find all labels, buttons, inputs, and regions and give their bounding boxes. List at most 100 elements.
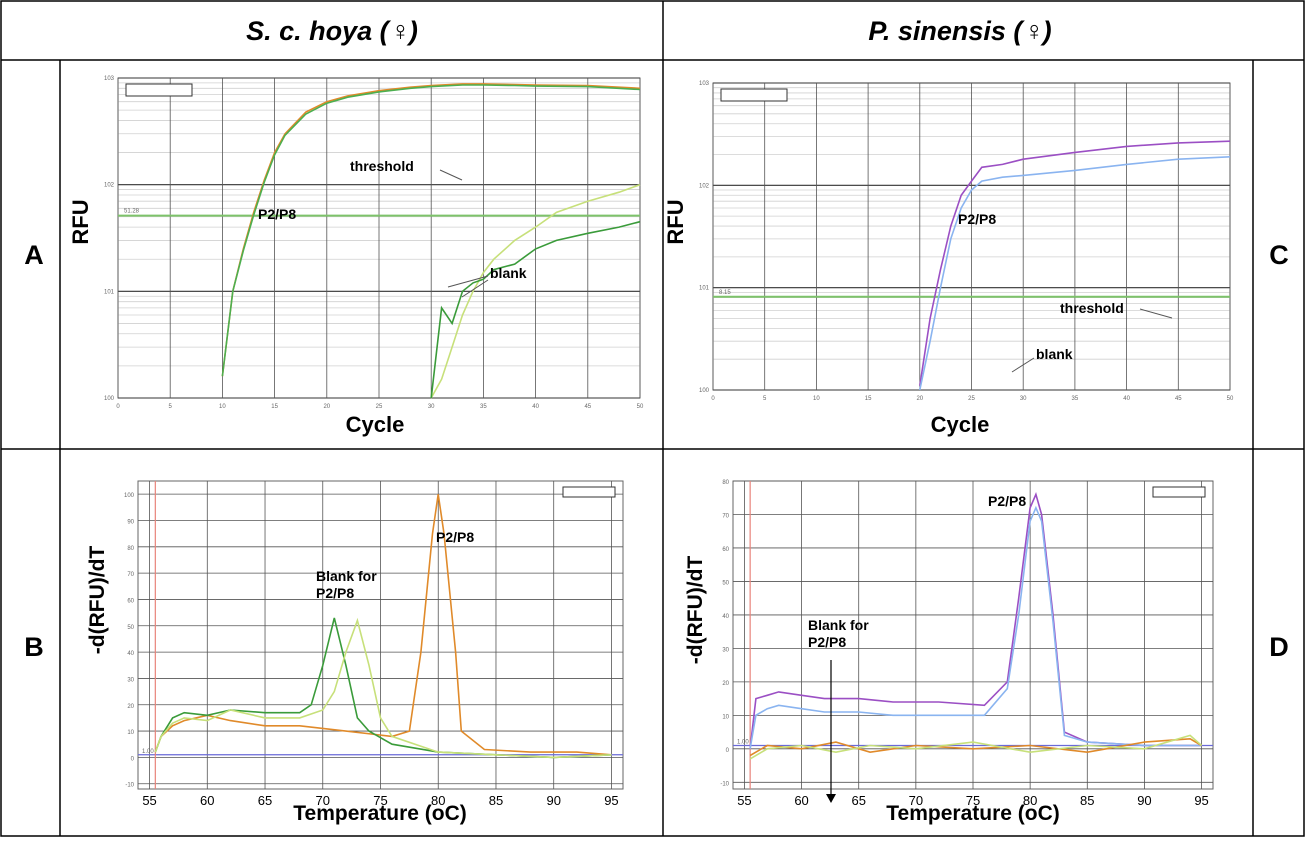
x-tick-label: 60 xyxy=(794,793,808,808)
annotation-blank-arrow-2 xyxy=(461,279,489,298)
y-tick-label: 50 xyxy=(722,580,729,586)
y-axis-label: -d(RFU)/dT xyxy=(684,556,707,665)
baseline-value-label: 1.00 xyxy=(142,749,154,755)
legend-box xyxy=(720,88,788,102)
series-line-2 xyxy=(749,505,1202,749)
x-tick-label: 90 xyxy=(1137,793,1151,808)
x-tick-label: 5 xyxy=(169,404,173,410)
x-tick-label: 70 xyxy=(316,793,330,808)
series-line-4 xyxy=(430,220,641,399)
y-tick-label: 70 xyxy=(127,572,134,578)
annotation-threshold: threshold xyxy=(350,158,414,174)
row-label-a: A xyxy=(24,240,44,270)
x-tick-label: 95 xyxy=(1194,793,1208,808)
x-tick-label: 25 xyxy=(968,396,975,402)
y-tick-label: 30 xyxy=(127,677,134,683)
y-tick-label: 50 xyxy=(127,625,134,631)
y-tick-label: 80 xyxy=(127,546,134,552)
y-tick-label: -10 xyxy=(720,781,729,787)
y-tick-label: 40 xyxy=(127,651,134,657)
y-tick-label: 90 xyxy=(127,519,134,525)
y-tick-label: 80 xyxy=(722,480,729,486)
x-tick-label: 20 xyxy=(323,404,330,410)
y-tick-label: 103 xyxy=(699,81,710,87)
x-axis-label: Temperature (oC) xyxy=(886,802,1059,825)
x-tick-label: 40 xyxy=(1123,396,1130,402)
annotation-blank-arrow xyxy=(1011,357,1035,373)
x-tick-label: 80 xyxy=(1023,793,1037,808)
x-tick-label: 50 xyxy=(1227,396,1234,402)
x-tick-label: 40 xyxy=(532,404,539,410)
x-axis-label: Cycle xyxy=(346,412,405,437)
series-line-3 xyxy=(749,737,1203,757)
x-tick-label: 15 xyxy=(271,404,278,410)
series-line-1 xyxy=(919,140,1231,386)
y-tick-label: 0 xyxy=(726,748,730,754)
x-tick-label: 75 xyxy=(373,793,387,808)
y-tick-label: 40 xyxy=(722,614,729,620)
legend-box xyxy=(562,486,616,498)
x-tick-label: 75 xyxy=(966,793,980,808)
series-line-2 xyxy=(919,156,1231,391)
x-tick-label: 10 xyxy=(813,396,820,402)
y-tick-label: 10 xyxy=(722,714,729,720)
annotation-blank-arrow-1 xyxy=(447,275,489,288)
x-tick-label: 30 xyxy=(428,404,435,410)
annotation-threshold-arrow xyxy=(1139,308,1173,319)
annotation-product: P2/P8 xyxy=(958,211,996,227)
y-axis-label: -d(RFU)/dT xyxy=(86,546,109,655)
x-tick-label: 85 xyxy=(1080,793,1094,808)
y-axis-label: RFU xyxy=(68,199,93,244)
y-tick-label: 60 xyxy=(127,598,134,604)
annotation-product: P2/P8 xyxy=(988,493,1026,509)
baseline-value-label: 1.00 xyxy=(737,739,749,745)
y-tick-label: 60 xyxy=(722,547,729,553)
y-tick-label: 100 xyxy=(124,493,135,499)
row-label-b: B xyxy=(24,632,44,662)
chart-panel-c: 0 5 10 15 20 25 30 35 40 45 50 100 101 102 103 8.15 Cycl… xyxy=(663,81,1234,437)
annotation-blank: Blank for P2/P8 xyxy=(808,617,869,650)
y-tick-label: 101 xyxy=(699,286,710,292)
x-tick-label: 5 xyxy=(763,396,767,402)
y-tick-label: 70 xyxy=(722,513,729,519)
x-tick-label: 85 xyxy=(489,793,503,808)
x-tick-label: 10 xyxy=(219,404,226,410)
y-tick-label: 20 xyxy=(722,681,729,687)
x-axis-label: Cycle xyxy=(931,412,990,437)
x-tick-label: 55 xyxy=(142,793,156,808)
legend-box xyxy=(1152,486,1206,498)
y-tick-label: 101 xyxy=(104,289,115,295)
threshold-value-label: 8.15 xyxy=(719,290,731,296)
y-tick-label: 30 xyxy=(722,647,729,653)
legend-box xyxy=(125,83,193,97)
x-tick-label: 15 xyxy=(865,396,872,402)
series-line-4 xyxy=(749,734,1203,760)
header-right: P. sinensis (♀) xyxy=(868,16,1051,46)
x-tick-label: 20 xyxy=(916,396,923,402)
row-label-d: D xyxy=(1269,632,1289,662)
x-tick-label: 70 xyxy=(909,793,923,808)
x-tick-label: 0 xyxy=(711,396,715,402)
x-tick-label: 45 xyxy=(1175,396,1182,402)
x-tick-label: 0 xyxy=(116,404,120,410)
row-label-c: C xyxy=(1269,240,1289,270)
x-tick-label: 90 xyxy=(546,793,560,808)
x-tick-label: 60 xyxy=(200,793,214,808)
x-tick-label: 35 xyxy=(480,404,487,410)
y-tick-label: 103 xyxy=(104,76,115,82)
chart-panel-b: 55 60 65 70 75 80 85 90 95 -10 0 10 20 30 40 50 60 70 80 90… xyxy=(86,480,624,825)
y-tick-label: 10 xyxy=(127,730,134,736)
x-axis-label: Temperature (oC) xyxy=(293,802,466,825)
annotation-product: P2/P8 xyxy=(436,529,474,545)
x-tick-label: 25 xyxy=(376,404,383,410)
annotation-threshold-arrow xyxy=(439,169,463,181)
x-tick-label: 55 xyxy=(737,793,751,808)
annotation-threshold: threshold xyxy=(1060,300,1124,316)
series-line-3 xyxy=(430,183,641,399)
x-tick-label: 35 xyxy=(1072,396,1079,402)
x-tick-label: 30 xyxy=(1020,396,1027,402)
x-tick-label: 45 xyxy=(584,404,591,410)
